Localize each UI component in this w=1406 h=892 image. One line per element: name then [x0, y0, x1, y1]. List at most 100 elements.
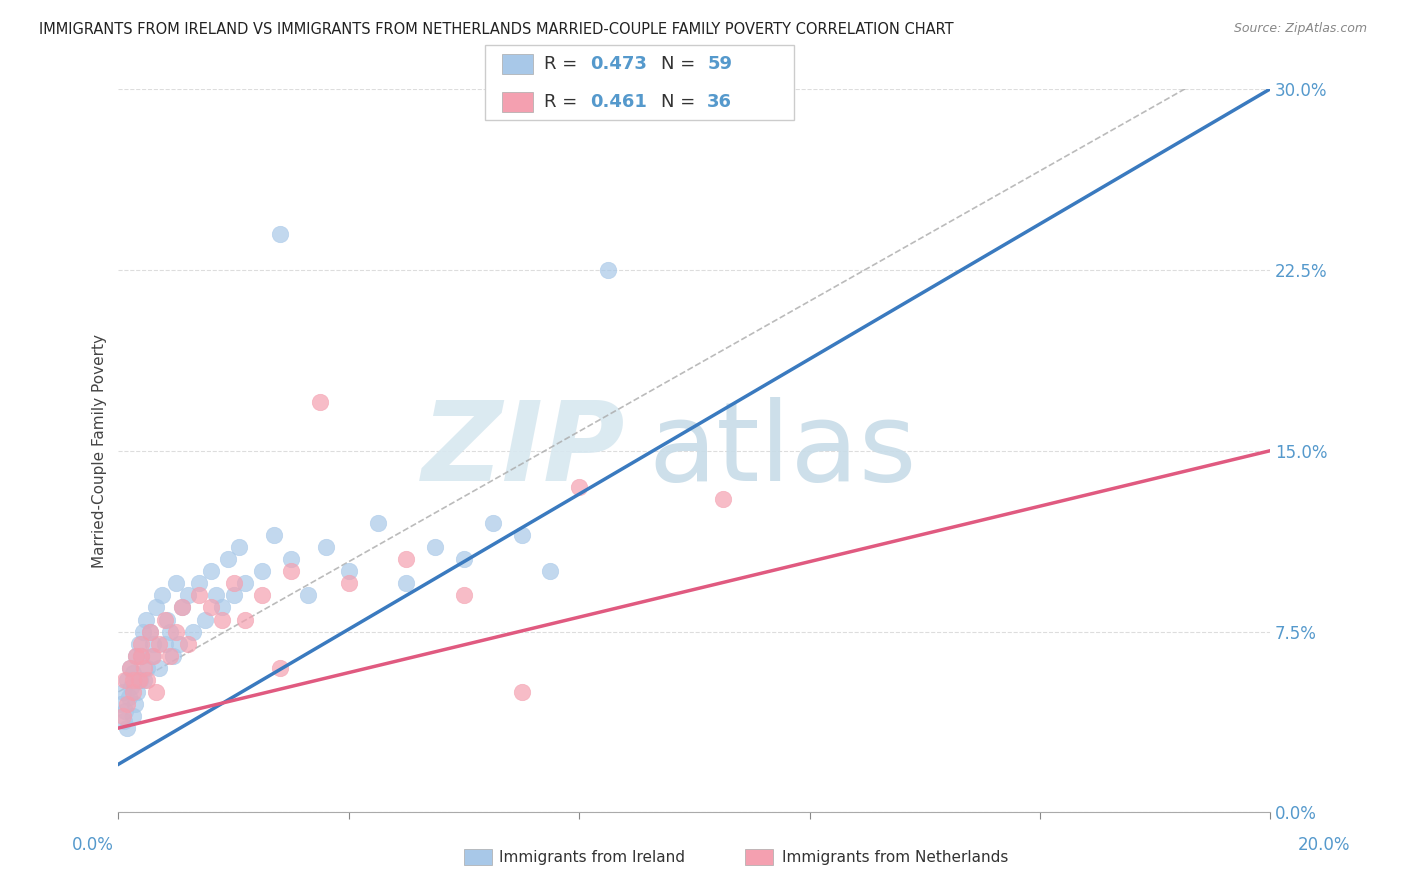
Text: atlas: atlas — [648, 397, 917, 504]
Point — [228, 540, 250, 554]
Point — [162, 648, 184, 663]
Point — [148, 637, 170, 651]
Point — [176, 637, 198, 651]
Text: 0.473: 0.473 — [591, 55, 647, 73]
Point — [153, 613, 176, 627]
Point — [125, 685, 148, 699]
Text: R =: R = — [544, 55, 583, 73]
Point — [120, 680, 142, 694]
Text: Source: ZipAtlas.com: Source: ZipAtlas.com — [1233, 22, 1367, 36]
Point — [315, 540, 337, 554]
Point — [118, 661, 141, 675]
Point — [217, 552, 239, 566]
Point — [156, 613, 179, 627]
Point — [115, 673, 138, 687]
Point — [131, 624, 153, 639]
Point — [222, 576, 245, 591]
Point — [145, 685, 167, 699]
Text: 59: 59 — [707, 55, 733, 73]
Point — [395, 576, 418, 591]
Point — [222, 588, 245, 602]
Point — [112, 685, 135, 699]
Point — [115, 697, 138, 711]
Point — [121, 709, 143, 723]
Point — [510, 685, 533, 699]
Point — [309, 395, 332, 409]
Point — [114, 704, 136, 718]
Point — [200, 564, 222, 578]
Point — [395, 552, 418, 566]
Point — [205, 588, 228, 602]
Point — [568, 480, 591, 494]
Point — [114, 673, 136, 687]
Point — [269, 661, 291, 675]
Text: 20.0%: 20.0% — [1298, 836, 1351, 854]
Point — [118, 661, 141, 675]
Point — [165, 624, 187, 639]
Point — [280, 564, 302, 578]
Point — [112, 714, 135, 728]
Point — [125, 648, 148, 663]
Point — [135, 613, 157, 627]
Point — [337, 576, 360, 591]
Point — [121, 673, 143, 687]
Point — [367, 516, 389, 530]
Point — [200, 600, 222, 615]
Point — [233, 613, 256, 627]
Point — [131, 637, 153, 651]
Point — [453, 588, 475, 602]
Point — [167, 637, 190, 651]
Y-axis label: Married-Couple Family Poverty: Married-Couple Family Poverty — [93, 334, 107, 567]
Text: N =: N = — [661, 93, 700, 111]
Point — [142, 637, 165, 651]
Point — [128, 673, 150, 687]
Point — [711, 491, 734, 506]
Point — [112, 709, 135, 723]
Point — [125, 648, 148, 663]
Point — [453, 552, 475, 566]
Point — [159, 648, 181, 663]
Point — [280, 552, 302, 566]
Point — [134, 661, 156, 675]
Point — [128, 637, 150, 651]
Point — [159, 624, 181, 639]
Point — [141, 648, 163, 663]
Point — [269, 227, 291, 241]
Point — [188, 576, 211, 591]
Point — [596, 262, 619, 277]
Point — [124, 697, 146, 711]
Text: 0.461: 0.461 — [591, 93, 647, 111]
Point — [110, 697, 132, 711]
Text: 0.0%: 0.0% — [72, 836, 114, 854]
Point — [118, 690, 141, 704]
Text: R =: R = — [544, 93, 583, 111]
Point — [136, 673, 159, 687]
Point — [211, 613, 233, 627]
Point — [150, 588, 173, 602]
Point — [131, 648, 153, 663]
Point — [129, 673, 152, 687]
Point — [194, 613, 217, 627]
Point — [136, 661, 159, 675]
Point — [337, 564, 360, 578]
Point — [115, 721, 138, 735]
Point — [121, 665, 143, 680]
Point — [170, 600, 193, 615]
Point — [538, 564, 561, 578]
Text: Immigrants from Ireland: Immigrants from Ireland — [499, 850, 685, 864]
Point — [233, 576, 256, 591]
Point — [297, 588, 319, 602]
Point — [252, 588, 274, 602]
Text: N =: N = — [661, 55, 700, 73]
Point — [142, 648, 165, 663]
Point — [425, 540, 447, 554]
Point — [263, 528, 285, 542]
Point — [131, 648, 153, 663]
Point — [145, 600, 167, 615]
Point — [134, 673, 156, 687]
Point — [211, 600, 233, 615]
Point — [139, 624, 162, 639]
Point — [153, 637, 176, 651]
Text: IMMIGRANTS FROM IRELAND VS IMMIGRANTS FROM NETHERLANDS MARRIED-COUPLE FAMILY POV: IMMIGRANTS FROM IRELAND VS IMMIGRANTS FR… — [39, 22, 955, 37]
Point — [148, 661, 170, 675]
